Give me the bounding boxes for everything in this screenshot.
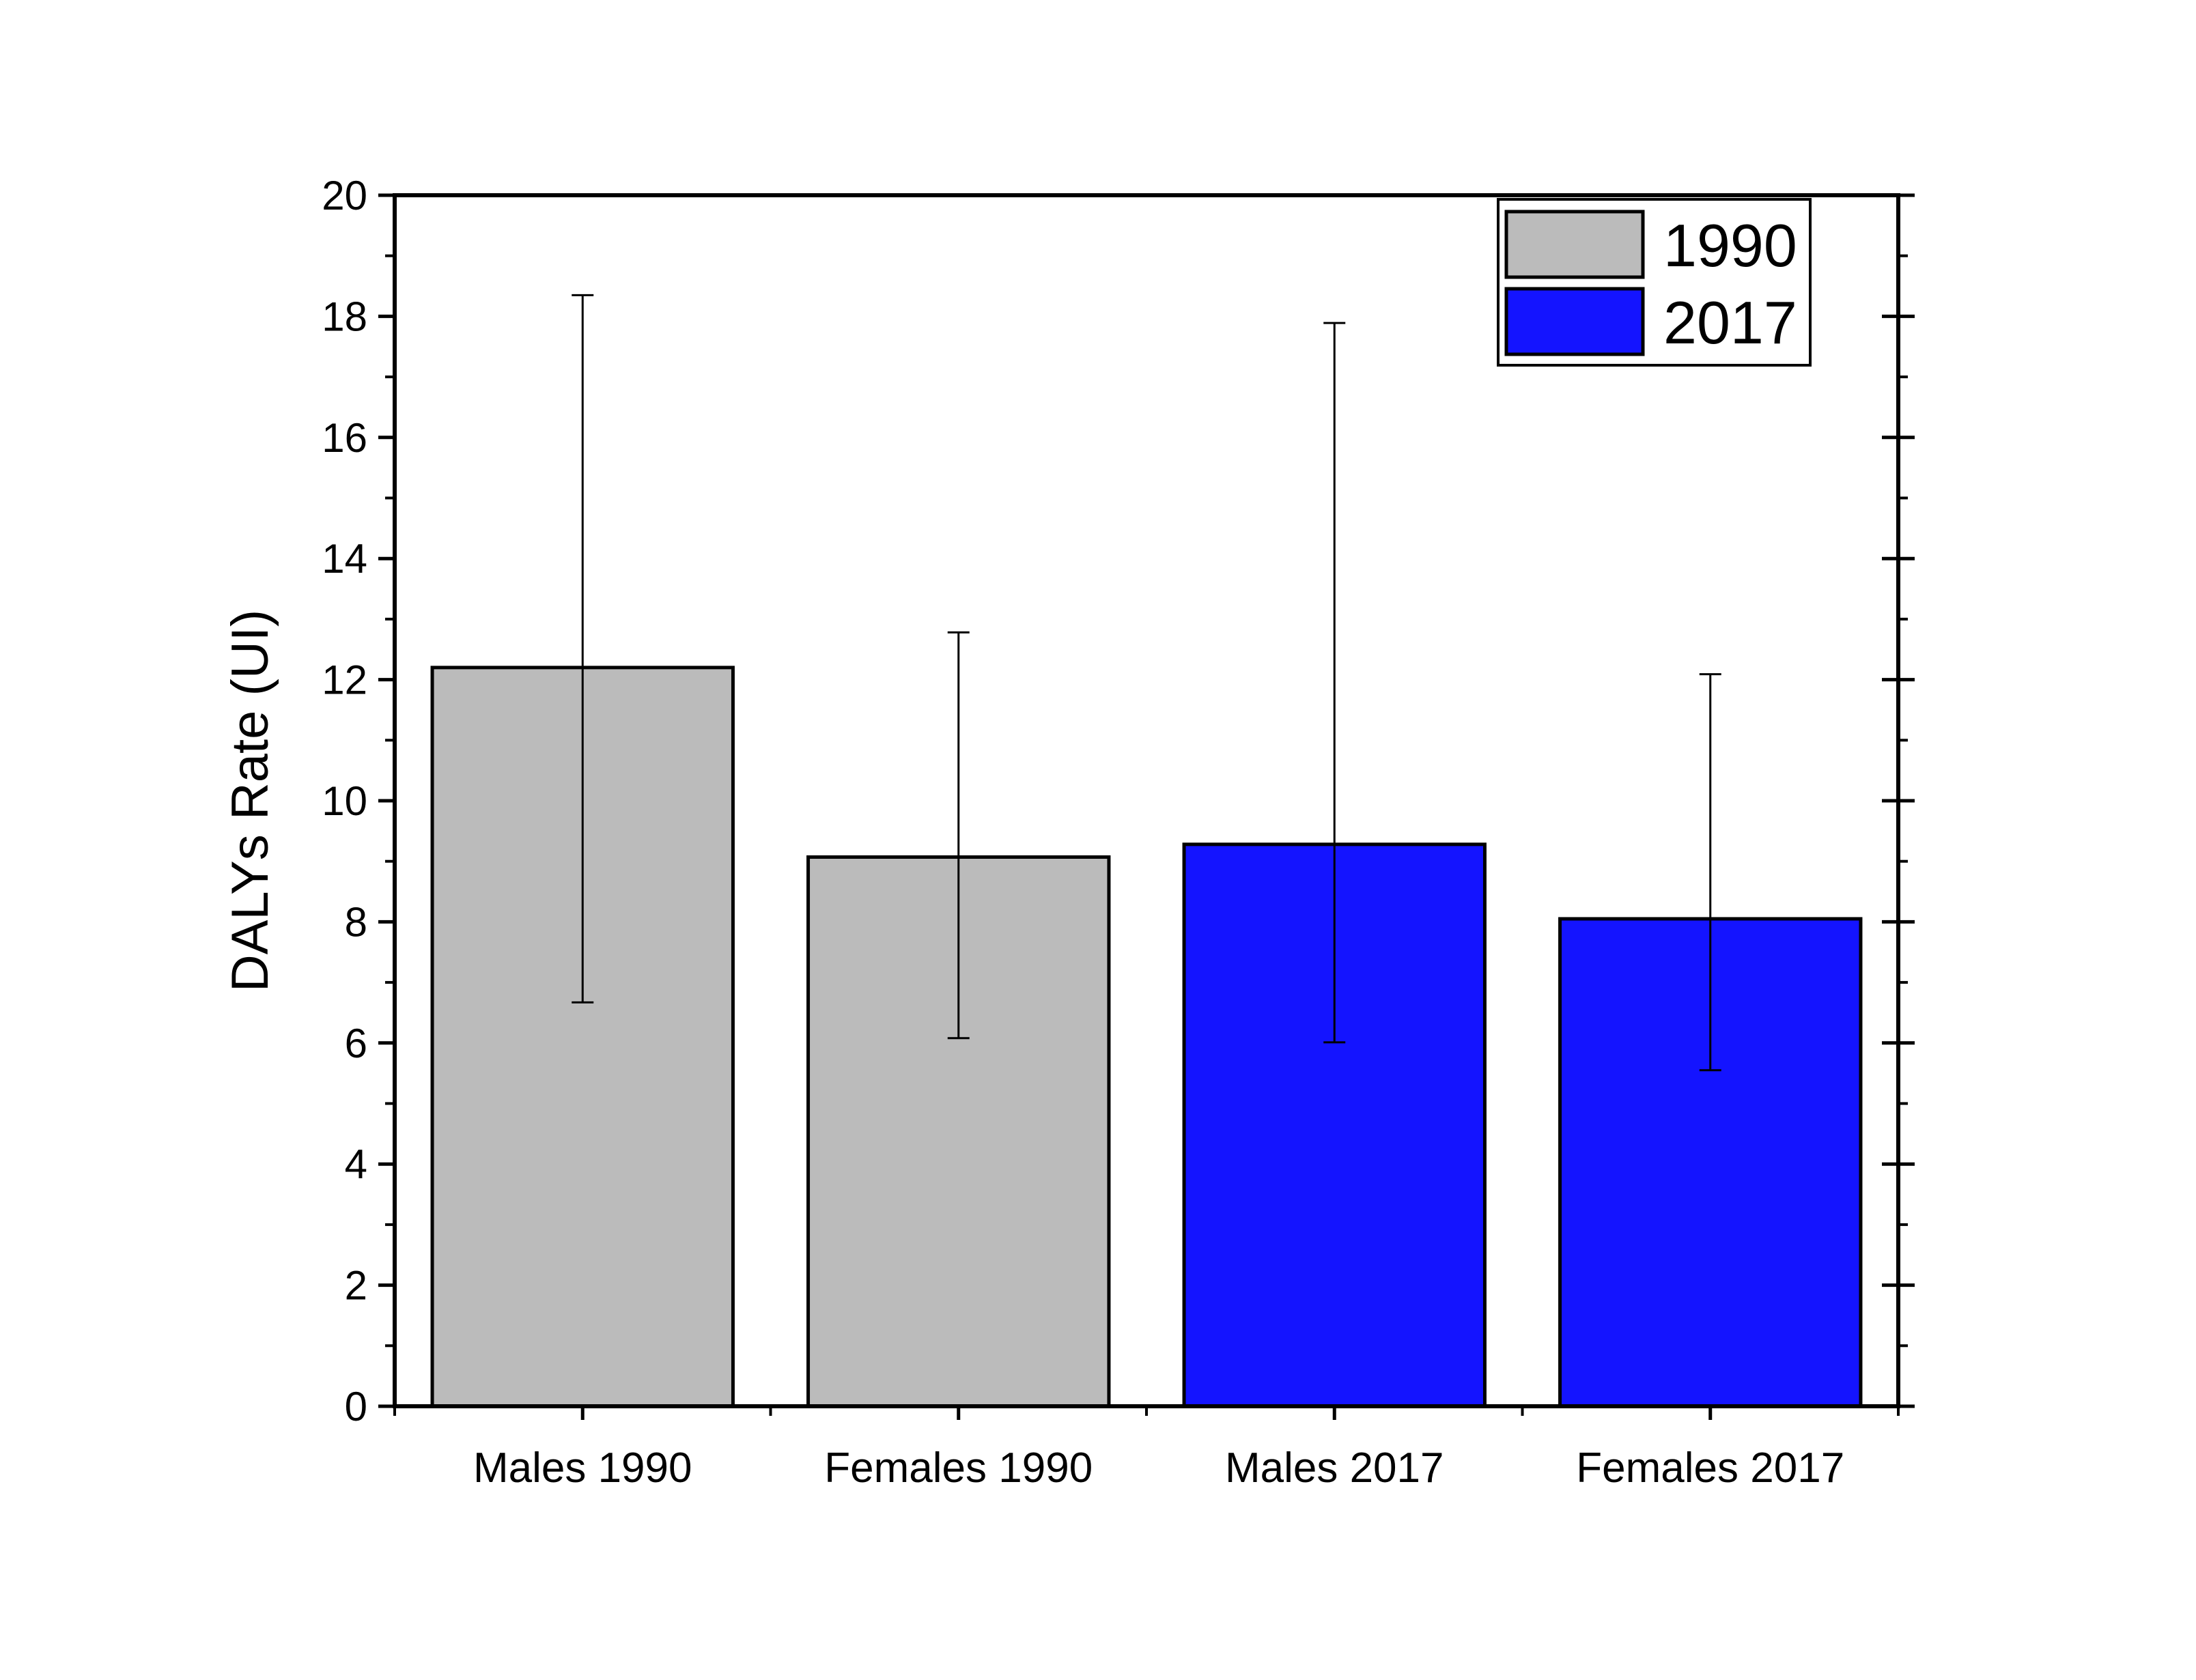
legend: 1990 2017 [1497, 198, 1812, 367]
y-tick-label: 10 [322, 778, 367, 824]
axes-layer: Males 1990 Females 1990 Males 2017 Females … [322, 173, 1915, 1492]
y-axis-label: DALYs Rate (UI) [221, 610, 279, 992]
bars-layer [430, 666, 1863, 1408]
x-tick-label: Females 2017 [1576, 1444, 1844, 1492]
y-tick-label: 4 [345, 1141, 367, 1187]
y-tick-label: 0 [345, 1384, 367, 1429]
y-tick-label: 14 [322, 536, 367, 582]
x-tick-label: Males 2017 [1225, 1444, 1444, 1492]
legend-label: 2017 [1663, 289, 1797, 356]
y-tick-label: 8 [345, 899, 367, 945]
y-tick-label: 6 [345, 1021, 367, 1066]
x-tick-label: Females 1990 [824, 1444, 1093, 1492]
y-tick-label: 20 [322, 173, 367, 218]
y-tick-label: 18 [322, 294, 367, 339]
error-bars-layer [572, 294, 1721, 1072]
x-tick-label: Males 1990 [473, 1444, 692, 1492]
legend-swatch [1504, 287, 1645, 356]
y-tick-label: 16 [322, 415, 367, 461]
legend-swatch [1504, 210, 1645, 279]
legend-label: 1990 [1663, 212, 1797, 279]
y-tick-label: 2 [345, 1263, 367, 1309]
y-tick-label: 12 [322, 657, 367, 703]
